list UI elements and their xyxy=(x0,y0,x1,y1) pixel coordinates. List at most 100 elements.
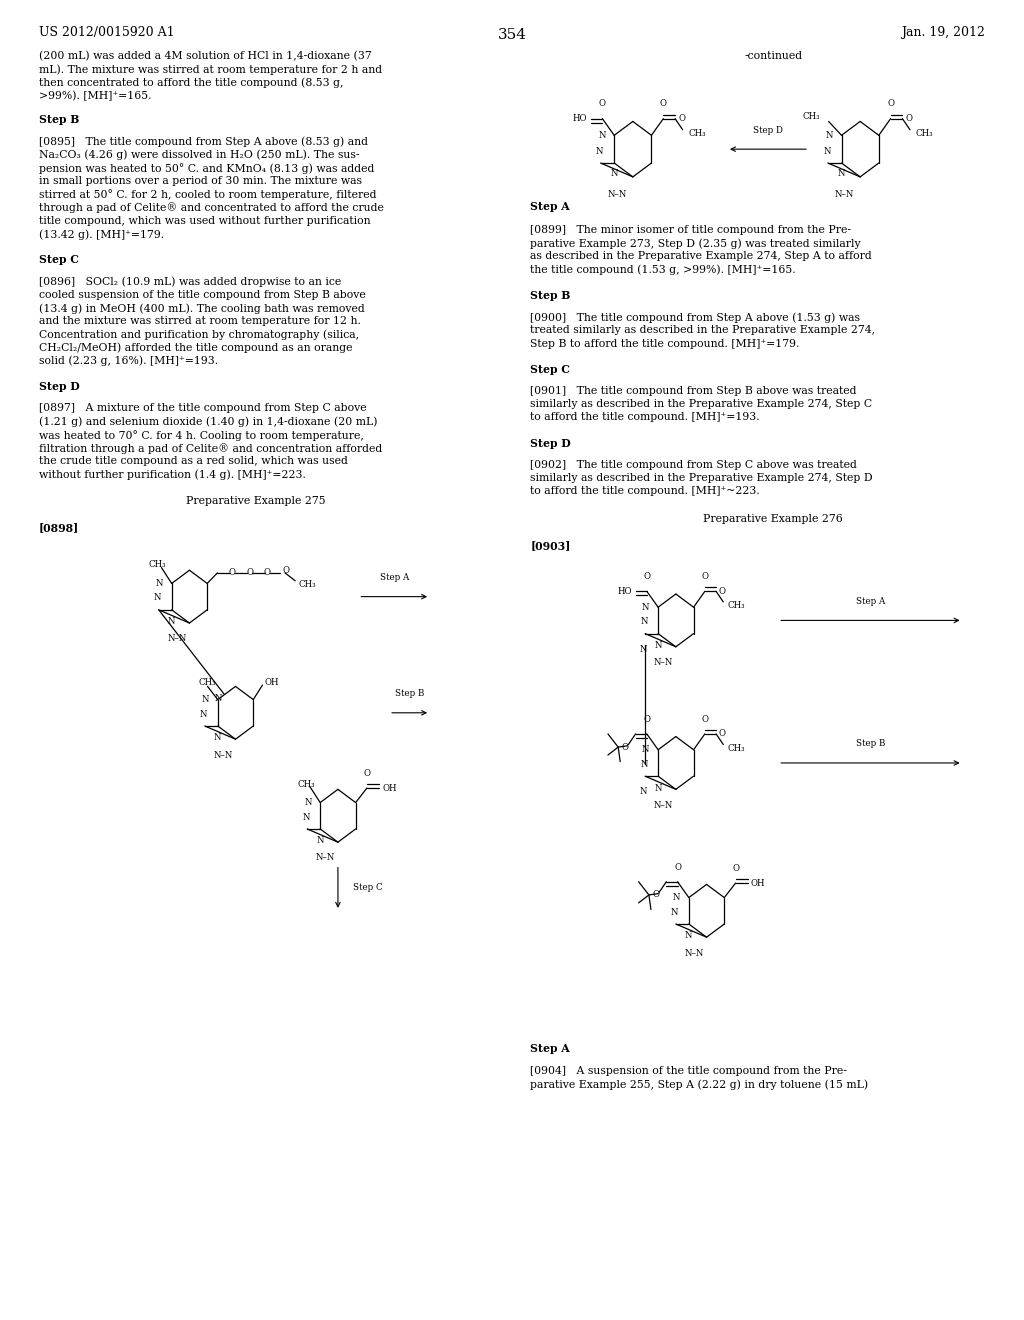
Text: [0902]   The title compound from Step C above was treated: [0902] The title compound from Step C ab… xyxy=(530,461,857,470)
Text: O: O xyxy=(674,863,681,871)
Text: Na₂CO₃ (4.26 g) were dissolved in H₂O (250 mL). The sus-: Na₂CO₃ (4.26 g) were dissolved in H₂O (2… xyxy=(39,150,359,161)
Text: O: O xyxy=(283,566,290,574)
Text: O: O xyxy=(228,569,236,577)
Text: N: N xyxy=(642,746,649,754)
Text: N: N xyxy=(202,696,209,704)
Text: in small portions over a period of 30 min. The mixture was: in small portions over a period of 30 mi… xyxy=(39,177,361,186)
Text: N: N xyxy=(685,932,692,940)
Text: O: O xyxy=(652,891,659,899)
Text: CH₃: CH₃ xyxy=(727,602,745,610)
Text: Step A: Step A xyxy=(530,1043,570,1055)
Text: O: O xyxy=(659,99,667,108)
Text: N: N xyxy=(302,813,310,821)
Text: Step D: Step D xyxy=(753,125,783,135)
Text: N: N xyxy=(154,594,162,602)
Text: O: O xyxy=(678,114,685,123)
Text: O: O xyxy=(643,715,650,723)
Text: [0901]   The title compound from Step B above was treated: [0901] The title compound from Step B ab… xyxy=(530,385,857,396)
Text: Step B: Step B xyxy=(39,115,79,125)
Text: N: N xyxy=(654,784,662,792)
Text: the crude title compound as a red solid, which was used: the crude title compound as a red solid,… xyxy=(39,457,348,466)
Text: Step A: Step A xyxy=(380,573,409,582)
Text: 354: 354 xyxy=(498,28,526,42)
Text: treated similarly as described in the Preparative Example 274,: treated similarly as described in the Pr… xyxy=(530,326,876,335)
Text: N–N: N–N xyxy=(214,751,232,759)
Text: N: N xyxy=(156,579,163,587)
Text: [0904]   A suspension of the title compound from the Pre-: [0904] A suspension of the title compoun… xyxy=(530,1067,847,1076)
Text: pension was heated to 50° C. and KMnO₄ (8.13 g) was added: pension was heated to 50° C. and KMnO₄ (… xyxy=(39,162,375,174)
Text: to afford the title compound. [MH]⁺=193.: to afford the title compound. [MH]⁺=193. xyxy=(530,412,760,422)
Text: Jan. 19, 2012: Jan. 19, 2012 xyxy=(901,26,985,40)
Text: [0897]   A mixture of the title compound from Step C above: [0897] A mixture of the title compound f… xyxy=(39,404,367,413)
Text: mL). The mixture was stirred at room temperature for 2 h and: mL). The mixture was stirred at room tem… xyxy=(39,63,382,75)
Text: O: O xyxy=(246,569,253,577)
Text: [0900]   The title compound from Step A above (1.53 g) was: [0900] The title compound from Step A ab… xyxy=(530,313,860,323)
Text: stirred at 50° C. for 2 h, cooled to room temperature, filtered: stirred at 50° C. for 2 h, cooled to roo… xyxy=(39,189,377,201)
Text: CH₃: CH₃ xyxy=(199,678,216,686)
Text: O: O xyxy=(643,573,650,581)
Text: CH₃: CH₃ xyxy=(148,561,166,569)
Text: O: O xyxy=(701,573,709,581)
Text: parative Example 255, Step A (2.22 g) in dry toluene (15 mL): parative Example 255, Step A (2.22 g) in… xyxy=(530,1080,868,1090)
Text: N–N: N–N xyxy=(607,190,627,199)
Text: N–N: N–N xyxy=(685,949,703,957)
Text: US 2012/0015920 A1: US 2012/0015920 A1 xyxy=(39,26,174,40)
Text: [0899]   The minor isomer of title compound from the Pre-: [0899] The minor isomer of title compoun… xyxy=(530,224,851,235)
Text: cooled suspension of the title compound from Step B above: cooled suspension of the title compound … xyxy=(39,290,366,300)
Text: CH₃: CH₃ xyxy=(803,112,820,120)
Text: Concentration and purification by chromatography (silica,: Concentration and purification by chroma… xyxy=(39,330,359,341)
Text: HO: HO xyxy=(618,587,633,595)
Text: Step D: Step D xyxy=(39,380,80,392)
Text: O: O xyxy=(732,865,739,873)
Text: N: N xyxy=(304,799,311,807)
Text: Preparative Example 276: Preparative Example 276 xyxy=(703,513,843,524)
Text: was heated to 70° C. for 4 h. Cooling to room temperature,: was heated to 70° C. for 4 h. Cooling to… xyxy=(39,430,364,441)
Text: N: N xyxy=(640,618,648,626)
Text: to afford the title compound. [MH]⁺~223.: to afford the title compound. [MH]⁺~223. xyxy=(530,487,760,496)
Text: N–N: N–N xyxy=(316,854,335,862)
Text: (13.4 g) in MeOH (400 mL). The cooling bath was removed: (13.4 g) in MeOH (400 mL). The cooling b… xyxy=(39,304,365,314)
Text: Step B: Step B xyxy=(856,739,885,748)
Text: O: O xyxy=(887,99,894,108)
Text: N–N: N–N xyxy=(835,190,854,199)
Text: Step D: Step D xyxy=(530,438,571,449)
Text: parative Example 273, Step D (2.35 g) was treated similarly: parative Example 273, Step D (2.35 g) wa… xyxy=(530,238,861,249)
Text: title compound, which was used without further purification: title compound, which was used without f… xyxy=(39,215,371,226)
Text: N: N xyxy=(200,710,208,718)
Text: N: N xyxy=(823,147,830,156)
Text: N: N xyxy=(596,147,603,156)
Text: through a pad of Celite® and concentrated to afford the crude: through a pad of Celite® and concentrate… xyxy=(39,202,384,214)
Text: N: N xyxy=(598,131,605,140)
Text: CH₃: CH₃ xyxy=(298,581,316,589)
Text: N: N xyxy=(168,618,175,626)
Text: (13.42 g). [MH]⁺=179.: (13.42 g). [MH]⁺=179. xyxy=(39,230,164,240)
Text: CH₃: CH₃ xyxy=(297,780,314,788)
Text: Step C: Step C xyxy=(530,363,570,375)
Text: similarly as described in the Preparative Example 274, Step C: similarly as described in the Preparativ… xyxy=(530,399,872,409)
Text: and the mixture was stirred at room temperature for 12 h.: and the mixture was stirred at room temp… xyxy=(39,317,360,326)
Text: N: N xyxy=(640,760,648,768)
Text: Step B: Step B xyxy=(530,290,570,301)
Text: Preparative Example 275: Preparative Example 275 xyxy=(186,495,326,506)
Text: [0895]   The title compound from Step A above (8.53 g) and: [0895] The title compound from Step A ab… xyxy=(39,137,368,148)
Text: as described in the Preparative Example 274, Step A to afford: as described in the Preparative Example … xyxy=(530,251,872,261)
Text: N: N xyxy=(610,169,617,178)
Text: [0903]: [0903] xyxy=(530,541,570,552)
Text: CH₃: CH₃ xyxy=(688,129,706,139)
Text: N: N xyxy=(654,642,662,649)
Text: O: O xyxy=(622,743,629,751)
Text: CH₃: CH₃ xyxy=(727,744,745,752)
Text: OH: OH xyxy=(382,784,396,792)
Text: N: N xyxy=(673,894,680,902)
Text: Step B to afford the title compound. [MH]⁺=179.: Step B to afford the title compound. [MH… xyxy=(530,338,800,348)
Text: Step C: Step C xyxy=(39,253,79,265)
Text: N–N: N–N xyxy=(654,801,673,809)
Text: [0896]   SOCl₂ (10.9 mL) was added dropwise to an ice: [0896] SOCl₂ (10.9 mL) was added dropwis… xyxy=(39,277,341,288)
Text: >99%). [MH]⁺=165.: >99%). [MH]⁺=165. xyxy=(39,90,152,100)
Text: then concentrated to afford the title compound (8.53 g,: then concentrated to afford the title co… xyxy=(39,77,343,88)
Text: solid (2.23 g, 16%). [MH]⁺=193.: solid (2.23 g, 16%). [MH]⁺=193. xyxy=(39,355,218,367)
Text: N: N xyxy=(639,788,647,796)
Text: N: N xyxy=(642,603,649,611)
Text: similarly as described in the Preparative Example 274, Step D: similarly as described in the Preparativ… xyxy=(530,474,873,483)
Text: N: N xyxy=(671,908,679,916)
